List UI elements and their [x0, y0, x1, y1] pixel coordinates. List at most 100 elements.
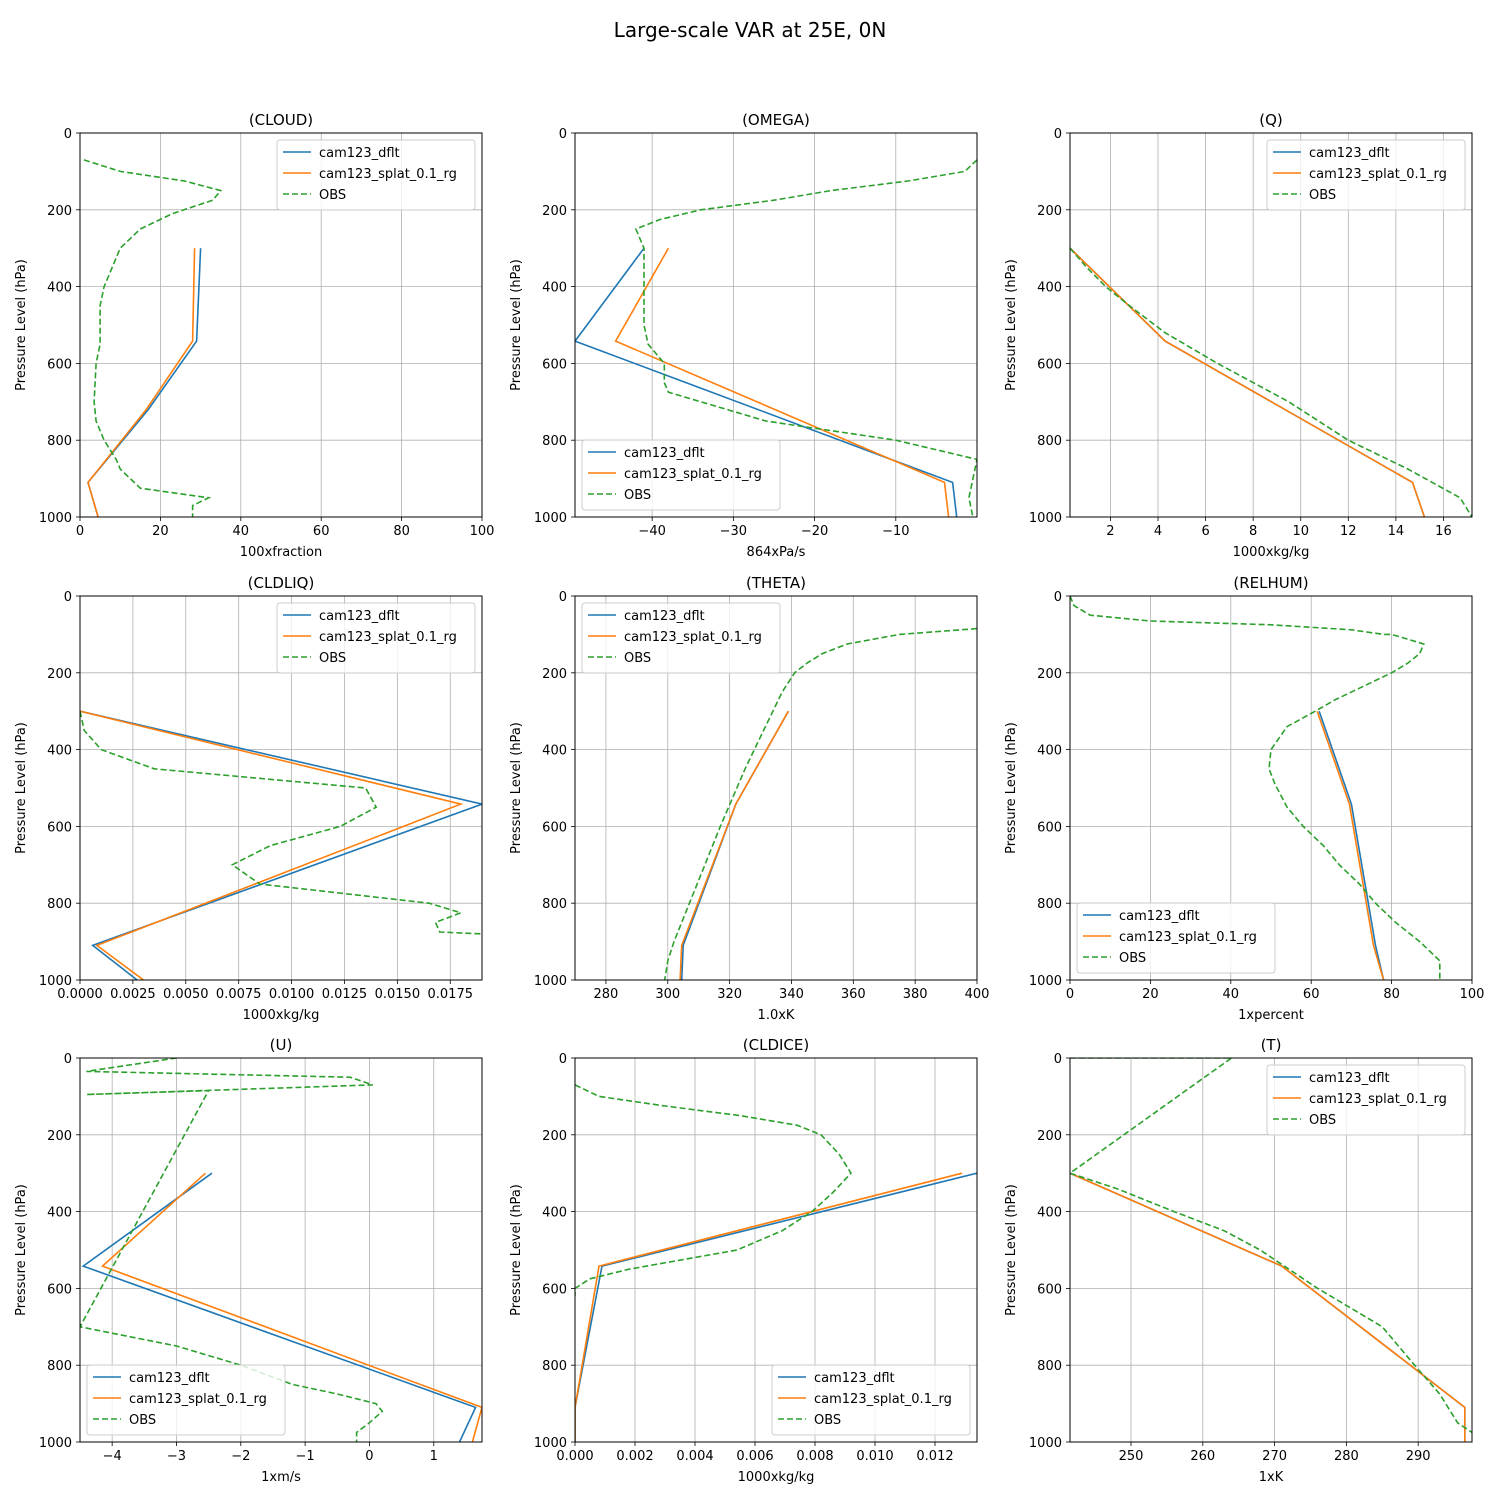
- legend-entry: cam123_splat_0.1_rg: [814, 1392, 952, 1407]
- panel-title: (T): [1261, 1036, 1282, 1054]
- axes-frame: [574, 1057, 978, 1443]
- axes-frame: [1069, 1057, 1473, 1443]
- y-tick-label: 1000: [39, 974, 72, 989]
- y-tick-label: 400: [1037, 744, 1062, 759]
- series-line-cam123-splat-0-1-rg: [679, 710, 790, 980]
- series-line-obs: [80, 1058, 384, 1442]
- legend-box: [1266, 139, 1466, 211]
- legend: cam123_dflt cam123_splat_0.1_rg OBS: [276, 602, 476, 674]
- series-line-cam123-dflt: [80, 710, 482, 980]
- axes-frame: [574, 132, 978, 518]
- x-tick-label: −3: [167, 1449, 186, 1464]
- x-tick-label: −40: [638, 524, 665, 539]
- x-tick-label: 0.012: [916, 1449, 953, 1464]
- x-tick-label: 250: [1119, 1449, 1144, 1464]
- series-line-obs: [1070, 247, 1472, 517]
- x-tick-label: 100: [1460, 987, 1485, 1002]
- x-tick-label: 1: [430, 1449, 438, 1464]
- y-axis-label: Pressure Level (hPa): [509, 259, 524, 391]
- x-tick-label: 0.0125: [322, 987, 368, 1002]
- y-tick-label: 800: [542, 897, 567, 912]
- y-tick-label: 800: [1037, 434, 1062, 449]
- x-axis-label: 1000xkg/kg: [1233, 545, 1310, 560]
- figure-title: Large-scale VAR at 25E, 0N: [614, 18, 887, 42]
- panels-container: 0 20 40 60 80 10002004006008001000(CLOUD)100x…: [14, 111, 1484, 1485]
- panel-t: 250 260 270 280 290 0 200 400 600 800 1000 (T) 1xK Pr…: [1004, 1036, 1473, 1485]
- y-axis-label: Pressure Level (hPa): [14, 1184, 29, 1316]
- x-tick-label: −30: [720, 524, 747, 539]
- series-line-cam123-splat-0-1-rg: [100, 1172, 482, 1442]
- y-tick-label: 600: [47, 1282, 72, 1297]
- y-tick-label: 200: [47, 1129, 72, 1144]
- panel-q: 2 4 6 8 10 12 14 16 0 200 400 600 800 1000 (Q) 1000xkg/…: [1004, 111, 1473, 560]
- y-tick-label: 0: [559, 127, 567, 142]
- y-tick-label: 0: [1054, 590, 1062, 605]
- legend-entry: cam123_dflt: [814, 1371, 895, 1386]
- x-tick-label: 40: [233, 524, 250, 539]
- legend-box: [581, 439, 781, 511]
- axes-frame: [79, 595, 483, 981]
- legend-box: [86, 1364, 286, 1436]
- y-tick-label: 1000: [534, 1436, 567, 1451]
- y-tick-label: 1000: [39, 511, 72, 526]
- x-tick-label: 0.006: [736, 1449, 773, 1464]
- legend-entry: cam123_dflt: [1309, 146, 1390, 161]
- series-line-obs: [1070, 1058, 1472, 1434]
- y-tick-label: 200: [542, 204, 567, 219]
- x-tick-label: 20: [152, 524, 169, 539]
- x-tick-label: 0.000: [556, 1449, 593, 1464]
- y-tick-label: 1000: [39, 1436, 72, 1451]
- x-tick-label: 360: [841, 987, 866, 1002]
- x-axis-label: 1000xkg/kg: [243, 1008, 320, 1023]
- panel-title: (RELHUM): [1233, 574, 1308, 592]
- x-tick-label: 280: [1334, 1449, 1359, 1464]
- legend-entry: OBS: [319, 188, 346, 203]
- x-tick-label: −2: [231, 1449, 250, 1464]
- axes-frame: [1069, 595, 1473, 981]
- y-tick-label: 400: [542, 1206, 567, 1221]
- legend-entry: cam123_dflt: [1309, 1071, 1390, 1086]
- y-tick-label: 0: [1054, 127, 1062, 142]
- x-tick-label: 40: [1223, 987, 1240, 1002]
- y-axis-label: Pressure Level (hPa): [14, 259, 29, 391]
- legend-box: [581, 602, 781, 674]
- axes-frame: [79, 1057, 483, 1443]
- y-tick-label: 200: [1037, 667, 1062, 682]
- x-tick-label: 260: [1190, 1449, 1215, 1464]
- x-tick-label: 12: [1340, 524, 1357, 539]
- legend-entry: cam123_splat_0.1_rg: [624, 467, 762, 482]
- y-tick-label: 200: [47, 667, 72, 682]
- panel-u: −4 −3 −2 −1 0 1 0 200 400 600 800 1000 (U) 1xm/s Press…: [14, 1036, 483, 1485]
- x-axis-label: 100xfraction: [240, 545, 322, 560]
- panel-title: (CLOUD): [249, 111, 313, 129]
- legend-entry: cam123_dflt: [319, 609, 400, 624]
- y-tick-label: 600: [47, 820, 72, 835]
- panel-title: (Q): [1259, 111, 1283, 129]
- y-tick-label: 0: [64, 590, 72, 605]
- legend-entry: OBS: [624, 651, 651, 666]
- panel-cldliq: 0.0000 0.0025 0.0050 0.0075 0.0100 0.0125 0.01…: [14, 574, 483, 1023]
- x-tick-label: 0: [365, 1449, 373, 1464]
- x-tick-label: 280: [594, 987, 619, 1002]
- y-tick-label: 200: [1037, 204, 1062, 219]
- y-axis-label: Pressure Level (hPa): [1004, 259, 1019, 391]
- y-tick-label: 400: [1037, 281, 1062, 296]
- legend-entry: OBS: [319, 651, 346, 666]
- series-line-obs: [83, 159, 223, 517]
- y-tick-label: 400: [542, 744, 567, 759]
- x-tick-label: −1: [296, 1449, 315, 1464]
- y-axis-label: Pressure Level (hPa): [509, 722, 524, 854]
- y-tick-label: 600: [542, 820, 567, 835]
- panel-title: (OMEGA): [742, 111, 810, 129]
- y-tick-label: 600: [542, 1282, 567, 1297]
- y-tick-label: 1000: [1029, 1436, 1062, 1451]
- series-line-cam123-splat-0-1-rg: [87, 248, 196, 517]
- legend-entry: OBS: [1309, 188, 1336, 203]
- x-tick-label: 0: [76, 524, 84, 539]
- x-axis-label: 1.0xK: [758, 1008, 795, 1023]
- panel-title: (THETA): [746, 574, 806, 592]
- x-tick-label: −10: [882, 524, 909, 539]
- series-line-cam123-splat-0-1-rg: [1316, 710, 1385, 980]
- x-tick-label: 8: [1249, 524, 1257, 539]
